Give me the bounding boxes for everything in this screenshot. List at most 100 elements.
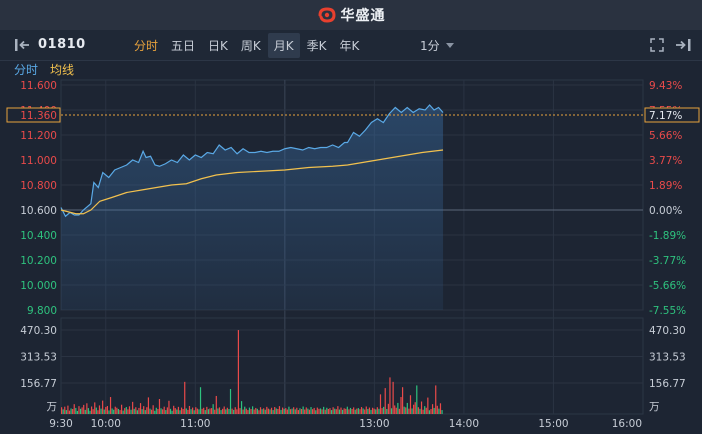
volume-bar: [117, 408, 120, 414]
y-pct-label: -1.89%: [649, 230, 686, 242]
volume-bar: [182, 408, 184, 414]
volume-bar: [397, 402, 399, 414]
tab-5[interactable]: 季K: [306, 39, 327, 53]
volume-bar: [223, 406, 225, 414]
brand-name: 华盛通: [340, 8, 386, 24]
volume-bar: [379, 394, 382, 414]
volume-bar: [368, 407, 371, 414]
volume-bar: [310, 407, 312, 414]
tab-3[interactable]: 周K: [240, 39, 261, 53]
volume-bar: [231, 408, 233, 414]
y-pct-label: 5.66%: [649, 130, 682, 142]
volume-bar: [62, 409, 64, 414]
y-pct-label: 9.43%: [649, 80, 682, 92]
volume-bar: [206, 406, 208, 414]
volume-bar: [413, 404, 415, 414]
volume-bar: [163, 406, 165, 414]
toolbar-right-icons: [650, 38, 692, 52]
volume-bar: [360, 407, 363, 414]
volume-bar: [177, 406, 180, 414]
volume-bar: [334, 408, 336, 414]
volume-bar: [321, 409, 323, 414]
volume-bar: [192, 407, 194, 414]
volume-bar: [90, 406, 93, 414]
timeshare-toggle[interactable]: 分时: [14, 63, 39, 77]
y-tick-label: 10.200: [20, 255, 57, 267]
volume-bar: [375, 409, 377, 414]
average-line-toggle[interactable]: 均线: [50, 63, 75, 77]
volume-bar: [147, 397, 150, 414]
volume-bar: [233, 409, 235, 414]
tab-6[interactable]: 年K: [339, 39, 360, 53]
volume-bar: [157, 408, 159, 414]
volume-bar: [73, 404, 75, 414]
volume-bar: [438, 408, 440, 414]
volume-bar: [433, 407, 435, 414]
volume-bar: [371, 407, 374, 414]
tab-2[interactable]: 日K: [208, 39, 228, 53]
volume-bar: [218, 407, 221, 414]
volume-bar: [94, 402, 96, 414]
volume-bar: [119, 410, 121, 414]
volume-bar: [386, 408, 388, 414]
volume-bar: [293, 407, 295, 414]
volume-bar: [318, 408, 320, 414]
stock-code: 01810: [38, 37, 86, 52]
volume-bar: [168, 400, 170, 414]
volume-bar: [89, 410, 91, 414]
volume-bar: [315, 410, 317, 414]
volume-bar: [263, 408, 265, 414]
volume-bar: [95, 407, 97, 414]
vol-tick-label: 313.53: [20, 352, 57, 364]
volume-bar: [359, 409, 361, 414]
volume-bar: [185, 408, 187, 414]
x-tick-label: 15:00: [538, 418, 568, 430]
volume-bar: [364, 409, 366, 414]
vol-unit-label: 万: [47, 401, 58, 413]
x-tick-label: 10:00: [91, 418, 121, 430]
volume-bar: [296, 407, 298, 414]
volume-bar: [65, 410, 67, 414]
volume-bar: [383, 406, 385, 414]
collapse-panel-icon[interactable]: [14, 38, 32, 52]
volume-bar: [97, 410, 99, 414]
volume-bar: [98, 405, 101, 414]
volume-bar: [373, 408, 375, 414]
current-change-label: 7.17%: [649, 110, 682, 122]
volume-bar: [244, 406, 246, 414]
volume-bar: [61, 407, 63, 414]
expand-panel-icon[interactable]: [674, 38, 692, 52]
volume-bar: [283, 408, 285, 414]
volume-bar: [146, 407, 148, 414]
volume-bar: [267, 408, 270, 414]
volume-bar: [280, 409, 282, 414]
volume-bar: [294, 409, 296, 414]
volume-bar: [405, 407, 407, 414]
volume-bar: [173, 405, 175, 414]
volume-bar: [136, 410, 138, 414]
x-tick-label: 14:00: [449, 418, 479, 430]
volume-bar: [75, 407, 77, 414]
volume-bar: [288, 406, 290, 414]
tab-1[interactable]: 五日: [171, 39, 196, 53]
volume-bar: [274, 407, 276, 414]
x-tick-label: 13:00: [359, 418, 389, 430]
volume-bar: [188, 405, 191, 414]
volume-bar: [420, 401, 423, 414]
tab-4[interactable]: 月K: [267, 33, 300, 58]
volume-bar: [64, 406, 66, 414]
x-tick-label: 16:00: [612, 418, 642, 430]
volume-bar: [367, 408, 369, 414]
volume-bar: [158, 398, 161, 414]
y-pct-label: 3.77%: [649, 155, 682, 167]
tab-0[interactable]: 分时: [134, 39, 159, 53]
interval-select[interactable]: 1分: [420, 37, 454, 54]
volume-bar: [149, 408, 151, 414]
volume-bar: [346, 406, 348, 414]
volume-bar: [78, 406, 80, 414]
volume-bar: [278, 406, 281, 414]
volume-bar: [335, 409, 337, 414]
fullscreen-icon[interactable]: [650, 38, 664, 52]
volume-bar: [193, 410, 195, 414]
volume-bar: [108, 410, 110, 414]
